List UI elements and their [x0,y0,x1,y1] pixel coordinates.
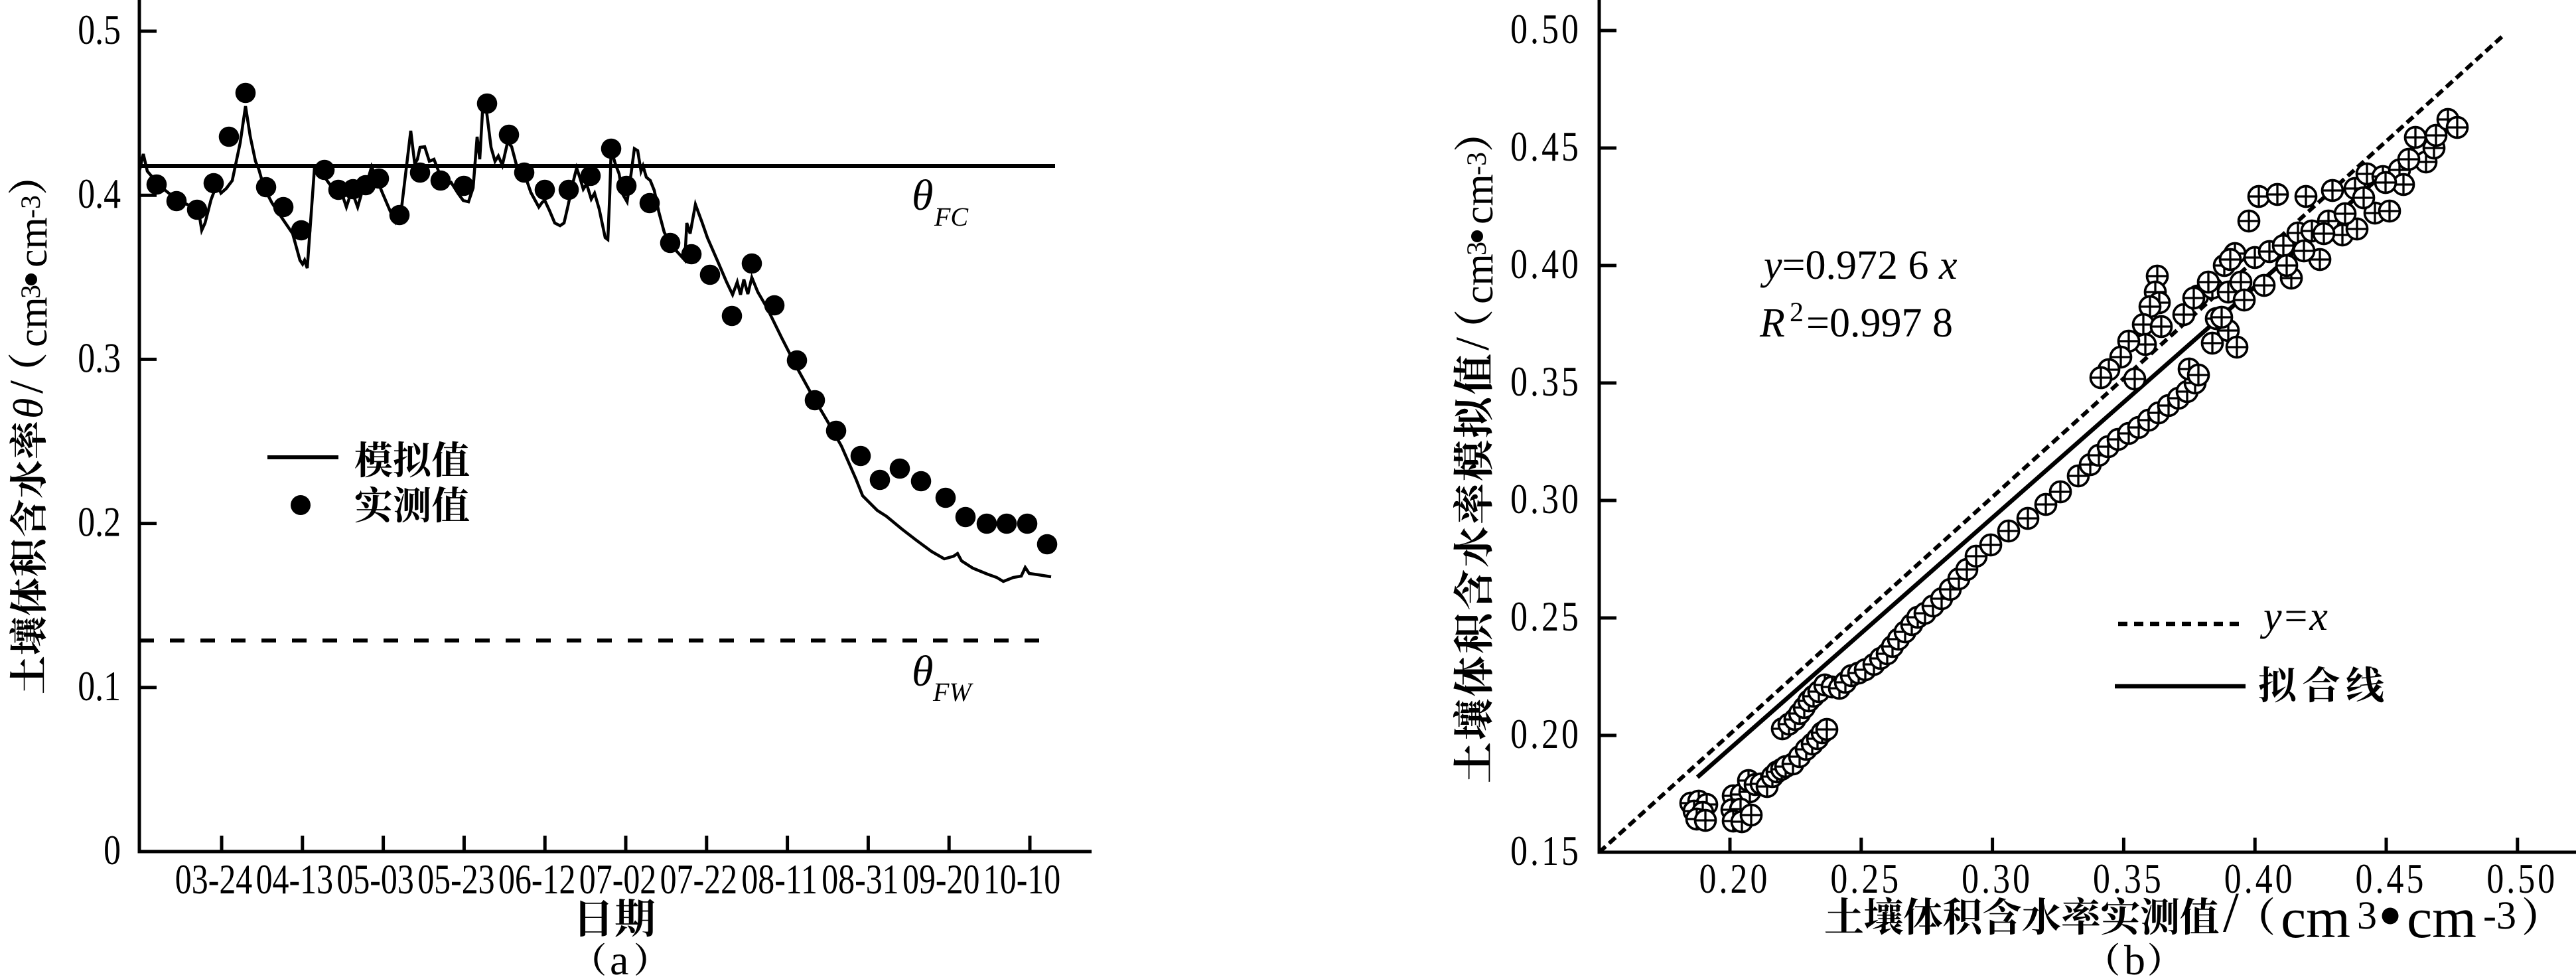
svg-text:0.20: 0.20 [1510,710,1581,757]
svg-text:04-13: 04-13 [256,856,333,903]
svg-text:0.50: 0.50 [1510,5,1581,52]
svg-text:0.3: 0.3 [78,334,121,381]
svg-text:θ: θ [5,398,52,419]
svg-text:07-02: 07-02 [579,856,656,903]
svg-text:0.1: 0.1 [78,662,121,710]
svg-text:0.2: 0.2 [78,498,121,545]
svg-text:/: / [2223,880,2239,944]
svg-text:0.40: 0.40 [2224,855,2295,902]
svg-text:07-22: 07-22 [660,856,737,903]
svg-text:08-31: 08-31 [822,856,898,903]
svg-text:/: / [0,380,53,394]
svg-text:θ: θ [912,647,933,696]
svg-text:06-12: 06-12 [498,856,575,903]
svg-text:θ: θ [912,171,933,220]
svg-text:cm: cm [1457,174,1502,224]
svg-text:0: 0 [104,826,121,873]
svg-text:0.50: 0.50 [2486,855,2557,902]
svg-text:R: R [1759,301,1785,346]
svg-text:0.35: 0.35 [2093,855,2164,902]
svg-text:cm: cm [2281,886,2350,950]
svg-text:0.4: 0.4 [78,170,121,217]
svg-text:b: b [2124,937,2145,979]
svg-text:09-20: 09-20 [902,856,979,903]
svg-text:cm: cm [1457,254,1502,304]
svg-text:05-23: 05-23 [417,856,494,903]
svg-text:a: a [610,937,628,979]
svg-text:0.40: 0.40 [1510,240,1581,287]
svg-text:cm: cm [2407,886,2476,950]
svg-text:05-03: 05-03 [336,856,413,903]
svg-text:0.35: 0.35 [1510,358,1581,405]
svg-text:y=x: y=x [2259,594,2328,639]
svg-text:0.30: 0.30 [1962,855,2033,902]
svg-text:0.30: 0.30 [1510,475,1581,522]
svg-text:cm: cm [11,217,56,267]
svg-text:08-11: 08-11 [741,856,818,903]
svg-text:=0.997 8: =0.997 8 [1806,301,1953,346]
svg-text:0.25: 0.25 [1830,855,1901,902]
svg-text:0.25: 0.25 [1510,593,1581,640]
svg-text:03-24: 03-24 [175,856,252,903]
svg-text:y=0.972 6 x: y=0.972 6 x [1760,243,1958,288]
svg-text:cm: cm [11,297,56,347]
svg-text:0.45: 0.45 [2356,855,2427,902]
svg-text:10-10: 10-10 [983,856,1060,903]
svg-text:0.5: 0.5 [78,6,121,53]
svg-text:0.15: 0.15 [1510,827,1581,874]
svg-text:/: / [1446,337,1499,350]
svg-text:0.20: 0.20 [1699,855,1770,902]
svg-text:0.45: 0.45 [1510,123,1581,170]
